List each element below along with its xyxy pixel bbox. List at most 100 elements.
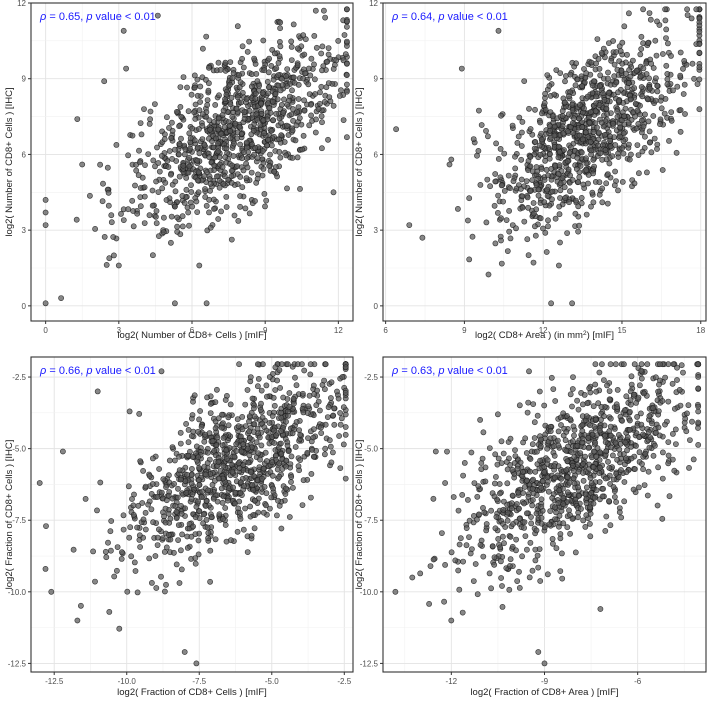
data-point: [570, 475, 577, 482]
data-point: [535, 186, 542, 193]
data-point: [647, 434, 654, 441]
data-point: [261, 483, 268, 490]
x-tick-label: 12: [334, 326, 343, 335]
data-point: [659, 515, 666, 522]
data-point: [276, 460, 283, 467]
data-point: [509, 122, 516, 129]
correlation-annotation: ρ = 0.63, p value < 0.01: [391, 365, 508, 377]
data-point: [234, 94, 241, 101]
data-point: [627, 408, 633, 415]
data-point: [201, 173, 208, 179]
x-tick-label: 6: [190, 326, 195, 335]
data-point: [111, 573, 118, 580]
data-point: [234, 528, 241, 535]
data-point: [587, 138, 594, 145]
data-point: [587, 521, 593, 527]
data-point: [545, 223, 551, 230]
data-point: [479, 455, 486, 462]
data-point: [530, 476, 536, 483]
data-point: [566, 479, 573, 486]
x-tick-label: -9: [541, 677, 549, 686]
data-point: [78, 602, 84, 609]
data-point: [273, 65, 280, 72]
data-point: [184, 204, 191, 211]
data-point: [693, 6, 700, 13]
data-point: [578, 505, 584, 512]
data-point: [523, 178, 530, 184]
data-point: [149, 455, 156, 462]
data-point: [82, 495, 89, 502]
data-point: [597, 606, 604, 612]
data-point: [635, 394, 642, 401]
data-point: [495, 27, 502, 34]
data-point: [203, 33, 210, 40]
data-point: [521, 525, 527, 531]
data-point: [220, 462, 227, 469]
data-point: [189, 491, 196, 498]
data-point: [161, 131, 168, 138]
data-point: [477, 541, 484, 548]
data-point: [322, 14, 328, 21]
data-point: [526, 105, 532, 112]
data-point: [528, 514, 534, 520]
data-point: [674, 364, 680, 371]
data-point: [602, 528, 609, 534]
data-point: [695, 361, 702, 368]
data-point: [265, 136, 272, 143]
data-point: [155, 526, 162, 533]
data-point: [276, 473, 282, 480]
data-point: [552, 504, 558, 511]
data-point: [596, 102, 603, 108]
data-point: [628, 151, 634, 158]
data-point: [155, 189, 162, 195]
data-point: [569, 386, 576, 392]
data-point: [512, 165, 519, 172]
data-point: [245, 459, 252, 466]
data-point: [538, 484, 545, 491]
data-point: [498, 260, 505, 267]
data-point: [260, 165, 267, 172]
data-point: [603, 105, 610, 112]
data-point: [342, 431, 349, 438]
data-point: [271, 168, 278, 175]
data-point: [340, 441, 347, 448]
data-point: [178, 566, 185, 573]
data-point: [127, 524, 134, 531]
data-point: [518, 143, 525, 149]
data-point: [104, 164, 111, 171]
data-point: [545, 488, 552, 495]
data-point: [521, 500, 527, 507]
data-point: [321, 99, 328, 105]
data-point: [343, 81, 350, 88]
data-point: [233, 105, 240, 112]
data-point: [593, 93, 599, 100]
data-point: [620, 150, 627, 157]
data-point: [257, 122, 264, 129]
data-point: [42, 222, 49, 228]
data-point: [273, 432, 279, 439]
data-point: [142, 483, 149, 490]
data-point: [113, 141, 120, 148]
data-point: [572, 549, 579, 556]
data-point: [294, 62, 301, 69]
y-axis-title: log2( Fraction of CD8+ Cells ) [IHC]: [4, 440, 15, 590]
data-point: [125, 206, 132, 213]
data-point: [252, 95, 259, 102]
data-point: [619, 145, 626, 151]
data-point: [211, 162, 218, 169]
data-point: [631, 85, 638, 91]
data-point: [260, 465, 267, 472]
data-point: [310, 426, 317, 432]
data-point: [438, 530, 445, 536]
data-point: [120, 526, 127, 533]
data-point: [541, 469, 548, 475]
data-point: [316, 407, 323, 414]
data-point: [263, 502, 269, 509]
data-point: [538, 165, 545, 172]
data-point: [248, 469, 254, 475]
data-point: [103, 261, 110, 268]
data-point: [602, 131, 608, 138]
data-point: [638, 375, 645, 382]
data-point: [151, 101, 158, 107]
data-point: [216, 92, 222, 99]
